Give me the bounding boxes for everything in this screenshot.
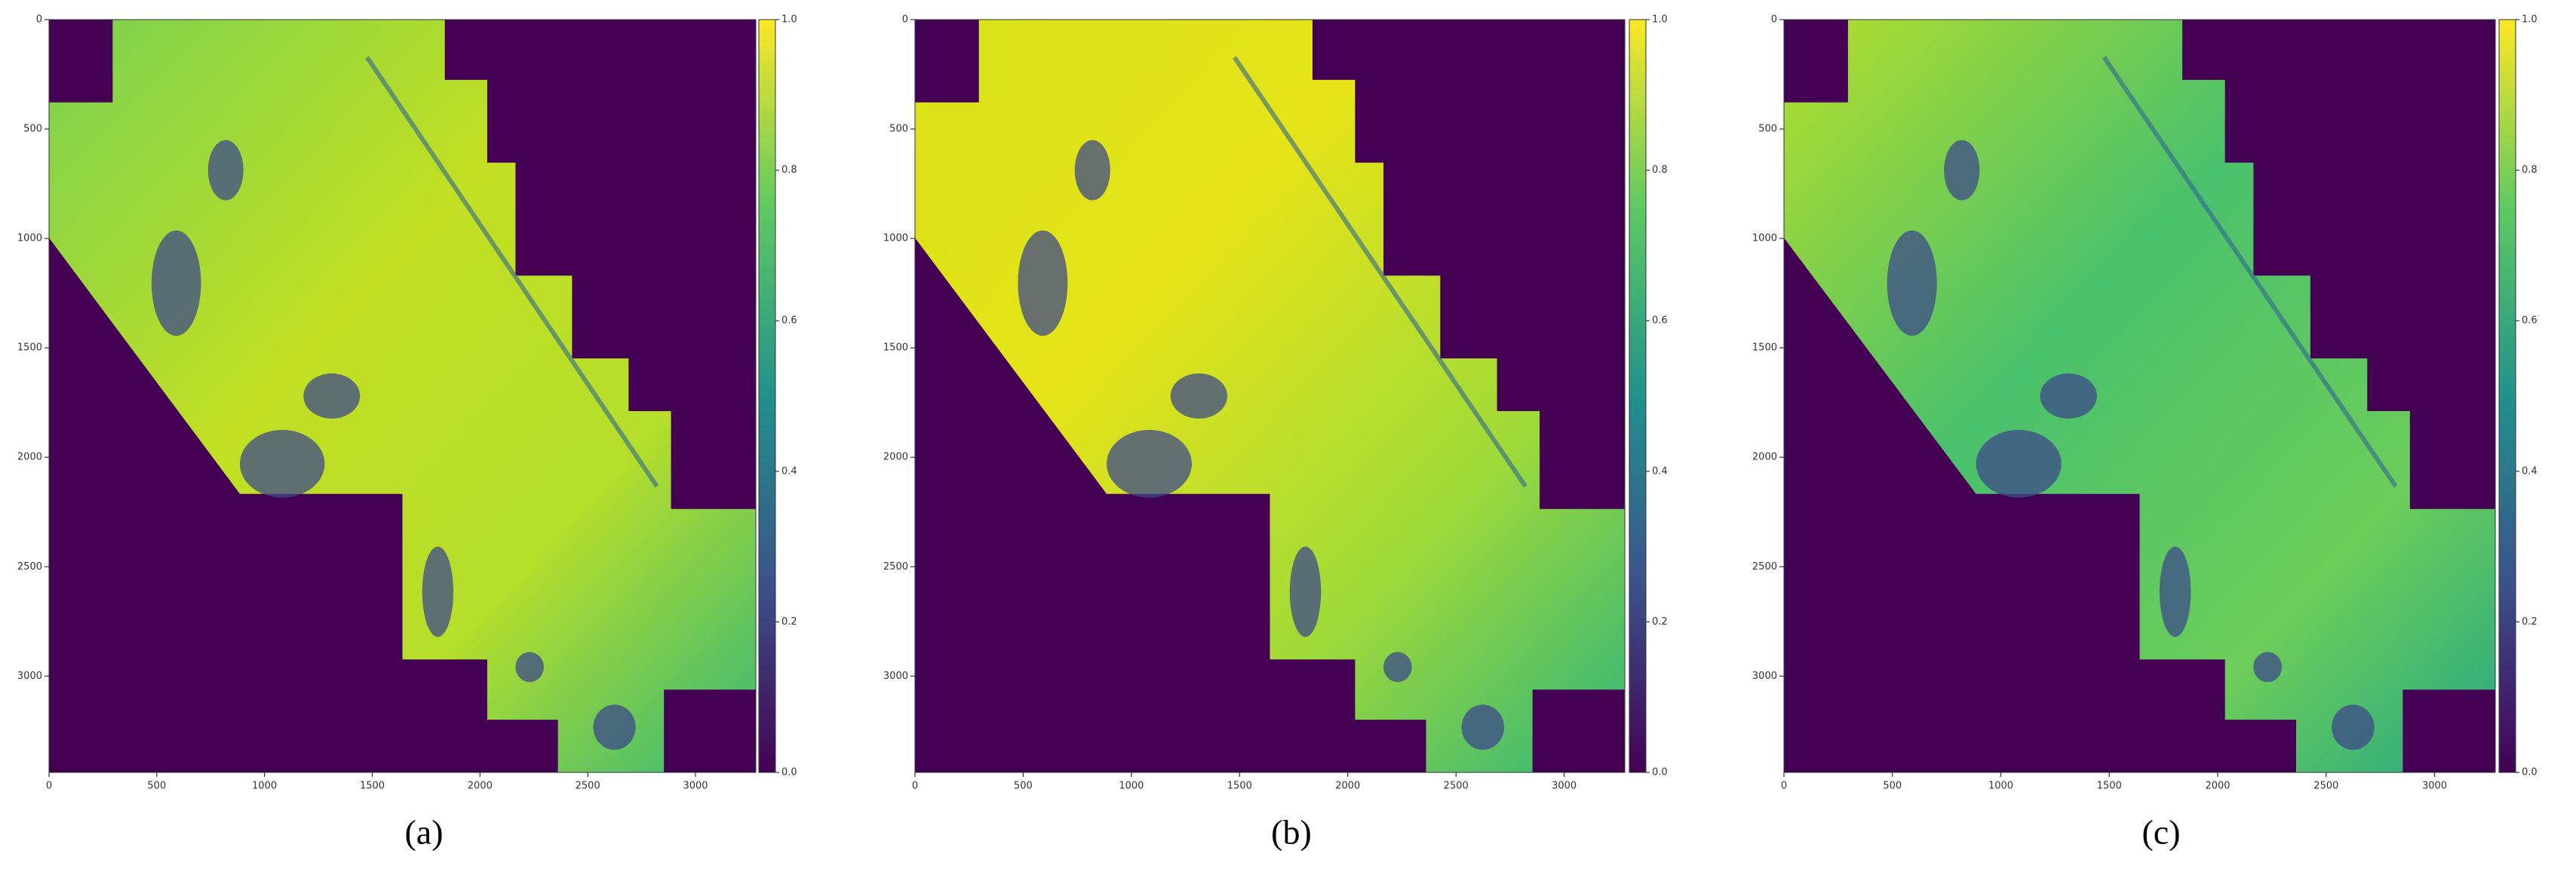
- y-tick-label: 0: [36, 14, 42, 26]
- x-tick-label: 3000: [683, 781, 708, 792]
- colorbar-tick-label: 1.0: [2522, 14, 2538, 26]
- heatmap-feature: [207, 140, 244, 201]
- y-tick-label: 500: [1758, 124, 1777, 135]
- x-tick-label: 1500: [360, 781, 385, 792]
- x-tick-label: 2000: [468, 781, 493, 792]
- x-tick-label: 500: [1014, 781, 1033, 792]
- y-tick-label: 1500: [17, 342, 42, 354]
- x-tick-label: 0: [1781, 781, 1787, 792]
- x-tick-label: 1500: [2097, 781, 2122, 792]
- x-tick-label: 3000: [1552, 781, 1577, 792]
- heatmap-feature: [1461, 705, 1505, 751]
- plot-frame: [48, 19, 757, 773]
- colorbar-tick-label: 0.8: [781, 164, 797, 176]
- x-tick-label: 500: [147, 781, 166, 792]
- colorbar-tick-label: 0.2: [781, 616, 797, 628]
- y-tick-label: 2000: [883, 452, 908, 463]
- panel-label: (b): [1271, 813, 1312, 852]
- colorbar: [758, 19, 776, 773]
- colorbar-tick-label: 0.4: [781, 465, 797, 477]
- heatmap-feature: [2159, 546, 2191, 637]
- colorbar-tick-label: 0.4: [1652, 465, 1668, 477]
- y-tick-label: 1500: [1752, 342, 1777, 354]
- colorbar-tick-label: 0.6: [2522, 315, 2538, 327]
- colorbar-tick-label: 1.0: [1652, 14, 1668, 26]
- heatmap-feature: [1289, 546, 1322, 637]
- heatmap-feature: [1018, 230, 1068, 336]
- y-tick-label: 500: [23, 124, 42, 135]
- x-tick-label: 1000: [1119, 781, 1144, 792]
- colorbar: [1629, 19, 1647, 773]
- heatmap-feature: [2102, 56, 2398, 488]
- y-tick-label: 3000: [1752, 671, 1777, 682]
- x-tick-label: 2500: [2313, 781, 2338, 792]
- heatmap-feature: [1107, 429, 1192, 498]
- x-tick-label: 3000: [2422, 781, 2447, 792]
- x-tick-label: 500: [1883, 781, 1902, 792]
- y-tick-label: 2000: [17, 452, 42, 463]
- colorbar-tick-label: 0.6: [781, 315, 797, 327]
- heatmap-feature: [1944, 140, 1980, 201]
- y-tick-label: 3000: [17, 671, 42, 682]
- x-tick-label: 0: [46, 781, 52, 792]
- y-tick-label: 2500: [17, 561, 42, 573]
- panel-label: (c): [2142, 813, 2180, 852]
- heatmap-field: [49, 20, 756, 772]
- heatmap-feature: [515, 652, 544, 683]
- heatmap-field: [915, 20, 1625, 772]
- y-tick-label: 1500: [883, 342, 908, 354]
- y-tick-label: 1000: [17, 233, 42, 244]
- colorbar-tick-label: 0.0: [2522, 767, 2538, 778]
- colorbar-tick-label: 0.0: [781, 767, 797, 778]
- y-tick-label: 2500: [1752, 561, 1777, 573]
- y-tick-label: 0: [902, 14, 908, 26]
- heatmap-feature: [239, 429, 325, 498]
- y-tick-label: 3000: [883, 671, 908, 682]
- heatmap-feature: [1170, 373, 1228, 419]
- heatmap-feature: [303, 373, 361, 419]
- heatmap-feature: [1887, 230, 1937, 336]
- x-tick-label: 2500: [1444, 781, 1469, 792]
- colorbar-tick-label: 0.0: [1652, 767, 1668, 778]
- y-tick-label: 1000: [883, 233, 908, 244]
- heatmap-feature: [365, 56, 659, 488]
- x-tick-label: 1500: [1227, 781, 1252, 792]
- panel-label: (a): [404, 813, 443, 852]
- y-tick-label: 500: [889, 124, 908, 135]
- x-tick-label: 1000: [252, 781, 277, 792]
- x-tick-label: 2500: [576, 781, 600, 792]
- y-tick-label: 1000: [1752, 233, 1777, 244]
- colorbar-tick-label: 0.6: [1652, 315, 1668, 327]
- plot-frame: [1783, 19, 2496, 773]
- heatmap-feature: [1383, 652, 1412, 683]
- colorbar-tick-label: 0.4: [2522, 465, 2538, 477]
- heatmap-feature: [1232, 56, 1527, 488]
- colorbar-tick-label: 1.0: [781, 14, 797, 26]
- x-tick-label: 2000: [2205, 781, 2230, 792]
- heatmap-feature: [2332, 705, 2375, 751]
- colorbar-tick-label: 0.8: [1652, 164, 1668, 176]
- plot-frame: [914, 19, 1626, 773]
- colorbar-tick-label: 0.8: [2522, 164, 2538, 176]
- heatmap-feature: [2253, 652, 2283, 683]
- x-tick-label: 1000: [1988, 781, 2013, 792]
- heatmap-feature: [1976, 429, 2062, 498]
- heatmap-feature: [1074, 140, 1110, 201]
- heatmap-feature: [2040, 373, 2097, 419]
- colorbar: [2498, 19, 2516, 773]
- x-tick-label: 2000: [1335, 781, 1360, 792]
- heatmap-feature: [422, 546, 453, 637]
- heatmap-feature: [151, 230, 201, 336]
- heatmap-field: [1784, 20, 2495, 772]
- y-tick-label: 2000: [1752, 452, 1777, 463]
- y-tick-label: 2500: [883, 561, 908, 573]
- colorbar-tick-label: 0.2: [1652, 616, 1668, 628]
- colorbar-tick-label: 0.2: [2522, 616, 2538, 628]
- x-tick-label: 0: [912, 781, 918, 792]
- y-tick-label: 0: [1771, 14, 1777, 26]
- heatmap-feature: [593, 705, 636, 751]
